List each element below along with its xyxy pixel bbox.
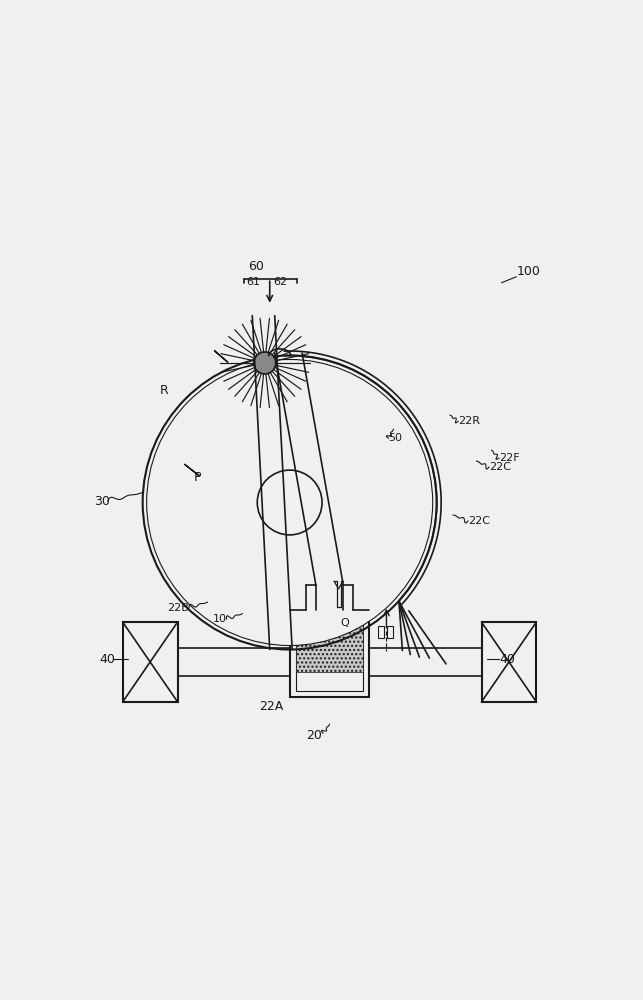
- Circle shape: [254, 352, 276, 374]
- Text: 22B: 22B: [168, 603, 190, 613]
- Text: 22A: 22A: [258, 700, 283, 713]
- Text: 62: 62: [274, 277, 288, 287]
- Text: 22F: 22F: [499, 453, 520, 463]
- Text: 20: 20: [305, 729, 322, 742]
- Bar: [296, 616, 363, 691]
- Text: 40: 40: [499, 653, 515, 666]
- Circle shape: [147, 359, 433, 646]
- Bar: [379, 626, 385, 638]
- Bar: [296, 622, 363, 672]
- Text: P: P: [194, 471, 201, 484]
- Text: 22R: 22R: [458, 416, 480, 426]
- Bar: [290, 610, 369, 697]
- Text: R: R: [160, 384, 169, 397]
- Text: 10: 10: [212, 614, 226, 624]
- Text: 50: 50: [388, 433, 403, 443]
- Text: 61: 61: [246, 277, 260, 287]
- Bar: [387, 626, 393, 638]
- Text: 22C: 22C: [489, 462, 511, 472]
- Text: 30: 30: [95, 495, 110, 508]
- Text: Q: Q: [341, 618, 349, 628]
- Text: 100: 100: [516, 265, 540, 278]
- Bar: [482, 622, 536, 702]
- Text: 60: 60: [248, 260, 264, 273]
- Text: 40: 40: [99, 653, 115, 666]
- Bar: [123, 622, 177, 702]
- Text: 22C: 22C: [468, 516, 490, 526]
